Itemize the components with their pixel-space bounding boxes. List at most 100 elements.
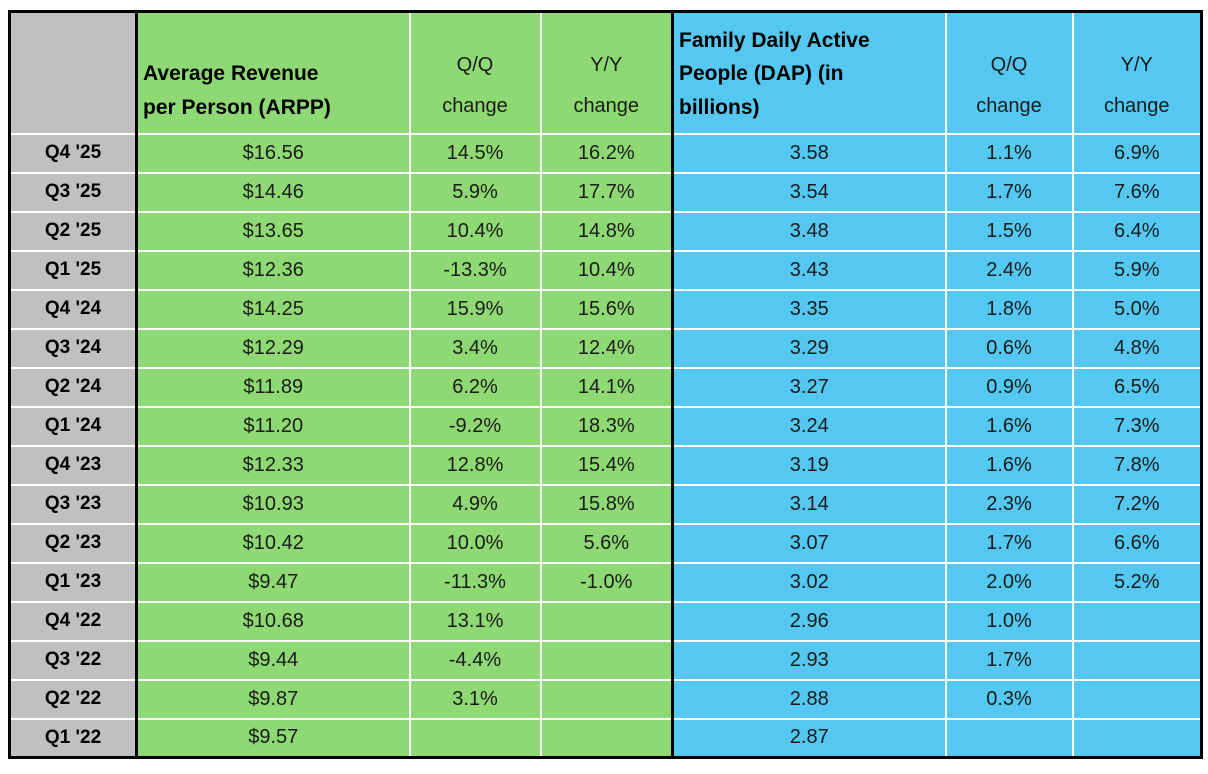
quarter-label: Q1 '23 <box>8 561 138 603</box>
table-row: Q3 '22 $9.44 -4.4% 2.93 1.7% <box>8 639 1203 681</box>
arpp-yy-change <box>539 678 674 720</box>
table-row: Q3 '24 $12.29 3.4% 12.4% 3.29 0.6% 4.8% <box>8 327 1203 369</box>
dap-value: 2.88 <box>671 678 947 720</box>
dap-value: 3.02 <box>671 561 947 603</box>
dap-value: 3.07 <box>671 522 947 564</box>
arpp-qq-change <box>408 717 542 759</box>
arpp-yy-change: 10.4% <box>539 249 674 291</box>
arpp-yy-change: 12.4% <box>539 327 674 369</box>
quarter-label: Q4 '22 <box>8 600 138 642</box>
arpp-value: $9.87 <box>135 678 411 720</box>
arpp-value: $13.65 <box>135 210 411 252</box>
dap-value: 3.58 <box>671 132 947 174</box>
dap-yy-change <box>1071 717 1203 759</box>
dap-value: 3.14 <box>671 483 947 525</box>
dap-qq-change: 1.7% <box>944 522 1074 564</box>
arpp-value: $10.93 <box>135 483 411 525</box>
dap-qq-change-header: Q/Q change <box>944 10 1074 135</box>
dap-qq-change: 1.6% <box>944 405 1074 447</box>
arpp-qq-change-header: Q/Q change <box>408 10 542 135</box>
arpp-yy-change <box>539 600 674 642</box>
arpp-qq-change: -4.4% <box>408 639 542 681</box>
quarter-label: Q3 '23 <box>8 483 138 525</box>
arpp-qq-change: 4.9% <box>408 483 542 525</box>
table-row: Q2 '23 $10.42 10.0% 5.6% 3.07 1.7% 6.6% <box>8 522 1203 564</box>
arpp-value: $12.33 <box>135 444 411 486</box>
dap-section-header: Family Daily Active People (DAP) (in bil… <box>671 10 947 135</box>
dap-value: 2.87 <box>671 717 947 759</box>
arpp-qq-change: 13.1% <box>408 600 542 642</box>
arpp-value: $11.20 <box>135 405 411 447</box>
arpp-value: $14.25 <box>135 288 411 330</box>
dap-yy-change: 4.8% <box>1071 327 1203 369</box>
arpp-yy-change: 17.7% <box>539 171 674 213</box>
dap-yy-change: 7.2% <box>1071 483 1203 525</box>
dap-yy-change <box>1071 639 1203 681</box>
dap-value: 3.27 <box>671 366 947 408</box>
quarter-label: Q2 '22 <box>8 678 138 720</box>
arpp-value: $9.44 <box>135 639 411 681</box>
arpp-qq-change: 3.1% <box>408 678 542 720</box>
dap-qq-change: 2.4% <box>944 249 1074 291</box>
arpp-yy-change: 15.6% <box>539 288 674 330</box>
arpp-section-header: Average Revenue per Person (ARPP) <box>135 10 411 135</box>
arpp-qq-change: 6.2% <box>408 366 542 408</box>
corner-cell <box>8 10 138 135</box>
dap-yy-change-header: Y/Y change <box>1071 10 1203 135</box>
quarter-label: Q2 '24 <box>8 366 138 408</box>
dap-yy-change: 7.8% <box>1071 444 1203 486</box>
dap-yy-change: 6.4% <box>1071 210 1203 252</box>
arpp-yy-change: 14.1% <box>539 366 674 408</box>
dap-qq-change: 0.9% <box>944 366 1074 408</box>
arpp-value: $9.47 <box>135 561 411 603</box>
dap-value: 3.29 <box>671 327 947 369</box>
arpp-value: $16.56 <box>135 132 411 174</box>
dap-qq-change: 1.7% <box>944 171 1074 213</box>
arpp-yy-change: 5.6% <box>539 522 674 564</box>
quarter-label: Q2 '25 <box>8 210 138 252</box>
arpp-yy-change: 18.3% <box>539 405 674 447</box>
dap-value: 2.96 <box>671 600 947 642</box>
dap-qq-change: 1.5% <box>944 210 1074 252</box>
dap-yy-change: 5.9% <box>1071 249 1203 291</box>
dap-qq-change <box>944 717 1074 759</box>
dap-value: 3.43 <box>671 249 947 291</box>
arpp-yy-change: 15.8% <box>539 483 674 525</box>
dap-qq-change: 0.6% <box>944 327 1074 369</box>
dap-qq-change: 1.8% <box>944 288 1074 330</box>
arpp-qq-change: 10.4% <box>408 210 542 252</box>
quarter-label: Q4 '25 <box>8 132 138 174</box>
arpp-value: $9.57 <box>135 717 411 759</box>
arpp-value: $11.89 <box>135 366 411 408</box>
arpp-qq-change: 10.0% <box>408 522 542 564</box>
table-row: Q1 '24 $11.20 -9.2% 18.3% 3.24 1.6% 7.3% <box>8 405 1203 447</box>
table-row: Q1 '25 $12.36 -13.3% 10.4% 3.43 2.4% 5.9% <box>8 249 1203 291</box>
arpp-value: $12.36 <box>135 249 411 291</box>
arpp-yy-change: 14.8% <box>539 210 674 252</box>
table-row: Q2 '25 $13.65 10.4% 14.8% 3.48 1.5% 6.4% <box>8 210 1203 252</box>
quarter-label: Q1 '25 <box>8 249 138 291</box>
arpp-qq-change: 15.9% <box>408 288 542 330</box>
quarter-label: Q4 '23 <box>8 444 138 486</box>
table-row: Q1 '23 $9.47 -11.3% -1.0% 3.02 2.0% 5.2% <box>8 561 1203 603</box>
table-row: Q4 '24 $14.25 15.9% 15.6% 3.35 1.8% 5.0% <box>8 288 1203 330</box>
dap-qq-change: 2.0% <box>944 561 1074 603</box>
dap-qq-change: 1.0% <box>944 600 1074 642</box>
table-row: Q4 '23 $12.33 12.8% 15.4% 3.19 1.6% 7.8% <box>8 444 1203 486</box>
quarter-label: Q2 '23 <box>8 522 138 564</box>
dap-qq-change: 0.3% <box>944 678 1074 720</box>
arpp-qq-change: 14.5% <box>408 132 542 174</box>
quarter-label: Q1 '22 <box>8 717 138 759</box>
dap-yy-change <box>1071 678 1203 720</box>
arpp-qq-change: -9.2% <box>408 405 542 447</box>
arpp-value: $12.29 <box>135 327 411 369</box>
dap-qq-change: 1.1% <box>944 132 1074 174</box>
dap-yy-change: 5.0% <box>1071 288 1203 330</box>
dap-qq-change: 1.7% <box>944 639 1074 681</box>
arpp-yy-change: 16.2% <box>539 132 674 174</box>
quarterly-metrics-table: Average Revenue per Person (ARPP) Q/Q ch… <box>8 10 1203 759</box>
arpp-qq-change: 5.9% <box>408 171 542 213</box>
dap-yy-change: 5.2% <box>1071 561 1203 603</box>
dap-value: 2.93 <box>671 639 947 681</box>
quarter-label: Q1 '24 <box>8 405 138 447</box>
